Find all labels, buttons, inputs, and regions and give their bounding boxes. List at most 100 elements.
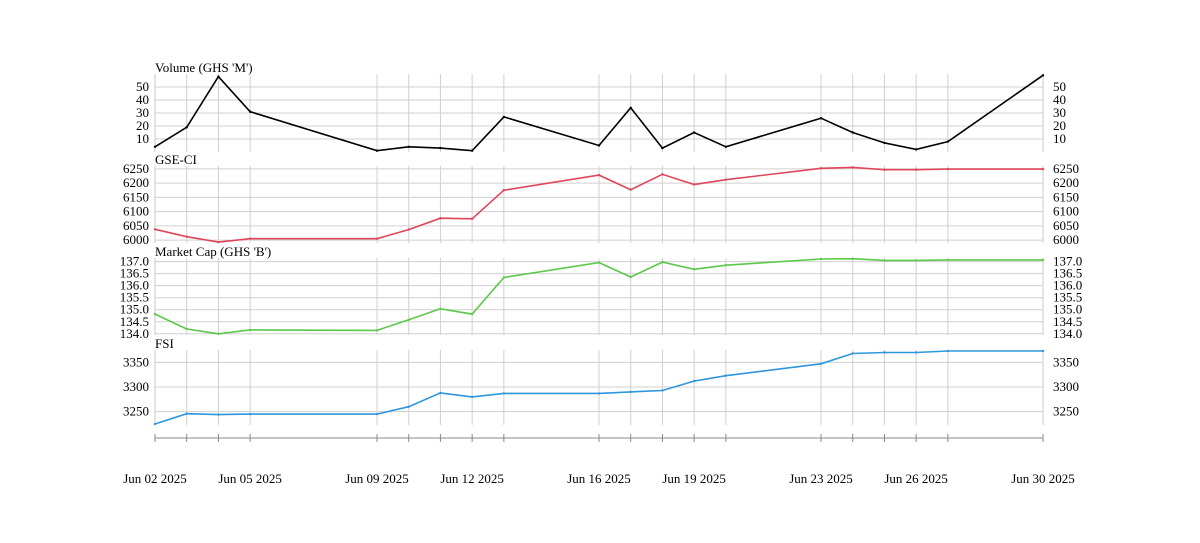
data-point [851,352,854,355]
data-point [724,264,728,267]
y-tick-label-right: 3300 [1053,379,1079,394]
data-point [1041,349,1045,353]
y-tick-label-right: 6050 [1053,218,1079,233]
data-point [1041,258,1045,262]
y-tick-label-right: 135.5 [1053,290,1082,305]
data-point [470,149,474,152]
data-point [217,75,220,78]
data-point [597,144,601,147]
y-tick-label-left: 10 [136,131,149,146]
y-tick-label-right: 135.0 [1053,302,1082,317]
y-tick-label-left: 6250 [123,161,149,176]
data-point [439,216,442,220]
data-point [439,307,442,310]
y-tick-label-right: 136.0 [1053,278,1082,293]
data-point [407,145,410,148]
y-tick-label-left: 134.5 [120,314,149,329]
data-point [692,268,696,271]
data-point [914,148,918,151]
data-point [502,276,506,279]
data-point [153,422,157,426]
data-point [851,131,854,134]
data-point [153,228,157,231]
series-line [154,257,1043,335]
data-point [470,217,474,220]
x-tick-label: Jun 16 2025 [567,471,631,486]
y-tick-label-right: 3250 [1053,404,1079,419]
data-point [692,131,696,134]
y-tick-label-left: 30 [136,105,149,120]
data-point [724,178,728,181]
y-tick-label-left: 136.5 [120,266,149,281]
data-point [692,379,696,383]
y-tick-label-right: 136.5 [1053,266,1082,281]
panel-title: FSI [155,336,174,351]
y-tick-label-right: 6200 [1053,175,1079,190]
y-tick-label-left: 135.5 [120,290,149,305]
data-point [724,374,728,377]
data-point [819,362,823,366]
x-axis: Jun 02 2025 Jun 05 2025 Jun 09 2025 Jun 12 … [123,434,1075,486]
data-point [661,173,664,176]
data-point [629,275,632,279]
y-tick-label-right: 6250 [1053,161,1079,176]
data-point [407,405,410,408]
y-tick-label-right: 6000 [1053,232,1079,247]
data-point [375,412,379,416]
y-tick-label-right: 137.0 [1053,254,1082,269]
y-tick-label-left: 3250 [123,404,149,419]
data-point [661,146,664,150]
panel-title: GSE-CI [155,152,197,167]
data-point [502,115,506,119]
data-point [439,146,442,150]
y-tick-label-left: 6050 [123,218,149,233]
y-tick-label-left: 136.0 [120,278,149,293]
series-line [154,166,1043,243]
y-tick-label-left: 20 [136,118,149,133]
data-point [946,349,950,353]
data-point [248,110,252,113]
data-point [629,188,632,191]
x-tick-label: Jun 26 2025 [884,471,948,486]
data-point [851,257,854,260]
data-point [1041,167,1045,171]
panel-4: 3250 3250 3300 3300 3350 3350 FSI [123,336,1079,426]
data-point [185,412,188,415]
data-point [946,140,950,143]
data-point [946,167,950,171]
data-point [248,412,252,416]
data-point [597,261,601,264]
series-line [154,74,1044,152]
panel-title: Market Cap (GHS 'B') [155,244,271,259]
y-tick-label-left: 135.0 [120,302,149,317]
data-point [153,145,157,148]
x-tick-label: Jun 02 2025 [123,471,187,486]
data-point [946,258,950,262]
data-point [914,259,918,262]
data-point [470,312,474,316]
y-tick-label-right: 6100 [1053,204,1079,219]
y-tick-label-right: 3350 [1053,354,1079,369]
y-tick-label-left: 3300 [123,379,149,394]
y-tick-label-left: 6150 [123,189,149,204]
data-point [185,235,188,238]
x-tick-label: Jun 30 2025 [1011,471,1075,486]
data-point [819,257,823,261]
data-point [724,145,728,148]
data-point [692,183,696,186]
x-tick-label: Jun 05 2025 [218,471,282,486]
data-point [248,328,252,332]
data-point [883,141,886,145]
data-point [375,237,379,240]
data-point [883,351,886,354]
x-tick-label: Jun 12 2025 [440,471,504,486]
y-tick-label-right: 30 [1053,105,1066,120]
data-point [883,168,886,171]
data-point [914,351,918,354]
y-tick-label-left: 50 [136,79,149,94]
y-tick-label-left: 6200 [123,175,149,190]
data-point [1041,74,1045,77]
